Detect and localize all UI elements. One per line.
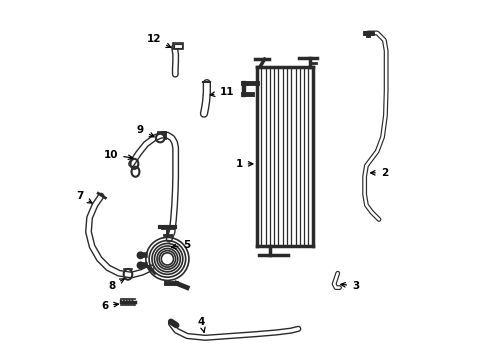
Text: 6: 6 (101, 301, 118, 311)
Text: 7: 7 (76, 191, 92, 203)
Bar (173, 43, 183, 49)
Text: 4: 4 (197, 317, 205, 332)
Text: 8: 8 (108, 279, 124, 291)
Text: 12: 12 (146, 35, 170, 48)
Text: 9: 9 (137, 125, 154, 137)
Bar (257, 67, 312, 246)
Bar (242, 81, 244, 96)
Text: 1: 1 (235, 159, 252, 169)
Bar (174, 44, 182, 48)
Text: 10: 10 (103, 150, 133, 160)
Circle shape (137, 262, 143, 269)
Circle shape (137, 252, 143, 258)
Text: 2: 2 (370, 168, 387, 178)
Text: 11: 11 (210, 87, 233, 97)
Text: 5: 5 (171, 239, 190, 249)
Text: 3: 3 (340, 281, 359, 291)
